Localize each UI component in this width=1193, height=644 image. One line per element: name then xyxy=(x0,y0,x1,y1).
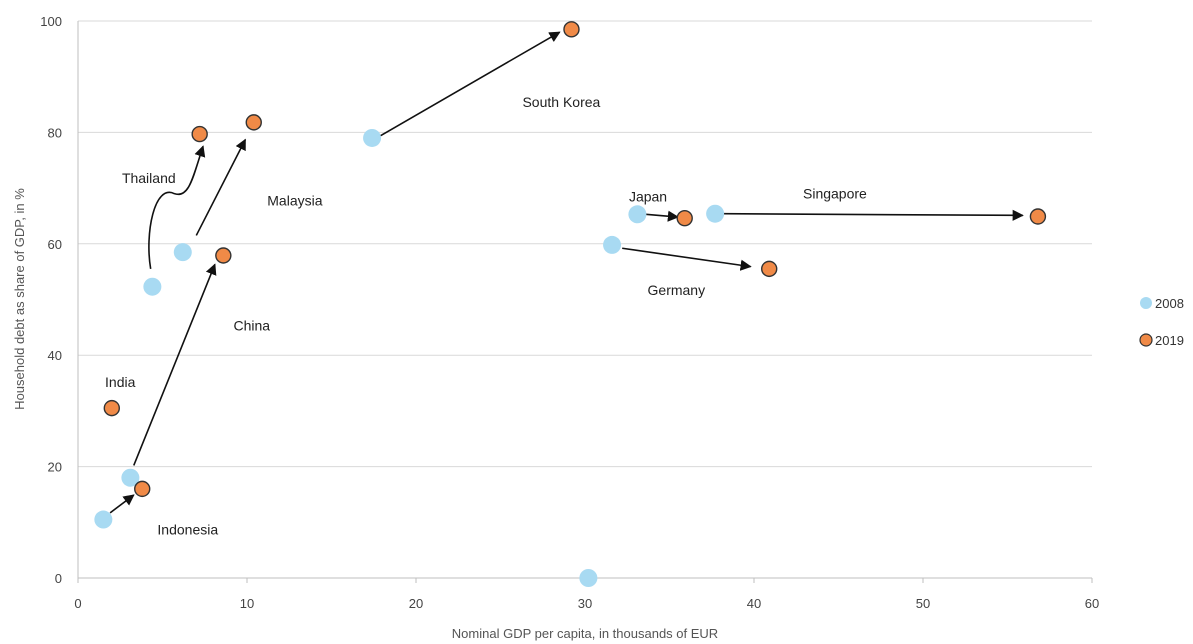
trajectory-arrow xyxy=(109,494,135,514)
point-2019 xyxy=(761,260,778,278)
y-axis-title: Household debt as share of GDP, in % xyxy=(12,188,27,410)
point-2019 xyxy=(134,480,151,498)
country-label: Japan xyxy=(629,188,667,204)
point-2008 xyxy=(363,128,382,147)
point-2019 xyxy=(1029,208,1047,225)
point-2008 xyxy=(173,243,192,262)
legend-label-2019: 2019 xyxy=(1155,333,1184,348)
x-tick-label: 50 xyxy=(916,596,930,611)
point-2019 xyxy=(245,114,262,131)
y-tick-label: 100 xyxy=(40,14,62,29)
point-2008 xyxy=(628,205,647,224)
axes: 0 10 20 30 40 50 60 0 20 40 60 80 100 xyxy=(40,14,1099,611)
trajectory-arrow xyxy=(723,209,1024,221)
point-2008 xyxy=(603,235,622,254)
country-label: China xyxy=(233,318,270,334)
country-label: Singapore xyxy=(803,186,867,202)
country-label: South Korea xyxy=(522,94,600,110)
x-tick-label: 30 xyxy=(578,596,592,611)
country-label: Malaysia xyxy=(267,192,322,208)
country-label: Germany xyxy=(648,282,706,298)
country-label: India xyxy=(105,374,136,390)
point-2019 xyxy=(563,21,580,38)
trajectory-arrow xyxy=(195,138,247,236)
x-tick-label: 60 xyxy=(1085,596,1099,611)
x-tick-label: 10 xyxy=(240,596,254,611)
country-label: Indonesia xyxy=(157,522,218,538)
country-label: Thailand xyxy=(122,170,176,186)
point-2008 xyxy=(94,510,113,529)
legend: 2008 2019 xyxy=(1139,296,1184,348)
point-2019 xyxy=(215,247,232,264)
trajectory-arrow xyxy=(133,263,217,466)
x-axis-title: Nominal GDP per capita, in thousands of … xyxy=(452,626,718,641)
trajectory-arrow xyxy=(645,210,680,222)
x-tick-label: 0 xyxy=(74,596,81,611)
y-tick-label: 20 xyxy=(48,460,62,475)
trajectory-arrow xyxy=(148,145,206,269)
x-tick-label: 40 xyxy=(747,596,761,611)
point-2019 xyxy=(103,399,121,417)
point-2008 xyxy=(706,204,725,223)
arrows xyxy=(109,31,1024,514)
point-2008 xyxy=(121,468,140,487)
legend-label-2008: 2008 xyxy=(1155,296,1184,311)
data-points xyxy=(94,21,1047,587)
legend-marker-2008 xyxy=(1140,297,1152,309)
point-2008 xyxy=(579,569,598,587)
point-2019 xyxy=(191,125,208,143)
point-2019 xyxy=(676,209,693,227)
trajectory-arrow xyxy=(622,247,752,271)
trajectory-arrow xyxy=(380,31,561,137)
legend-marker-2019 xyxy=(1139,333,1153,347)
y-tick-label: 80 xyxy=(48,125,62,140)
y-tick-label: 60 xyxy=(48,237,62,252)
y-tick-label: 40 xyxy=(48,348,62,363)
point-2008 xyxy=(143,277,162,296)
x-tick-label: 20 xyxy=(409,596,423,611)
y-tick-label: 0 xyxy=(55,571,62,586)
country-labels: South Korea Thailand Malaysia Japan Singapor… xyxy=(105,94,867,538)
